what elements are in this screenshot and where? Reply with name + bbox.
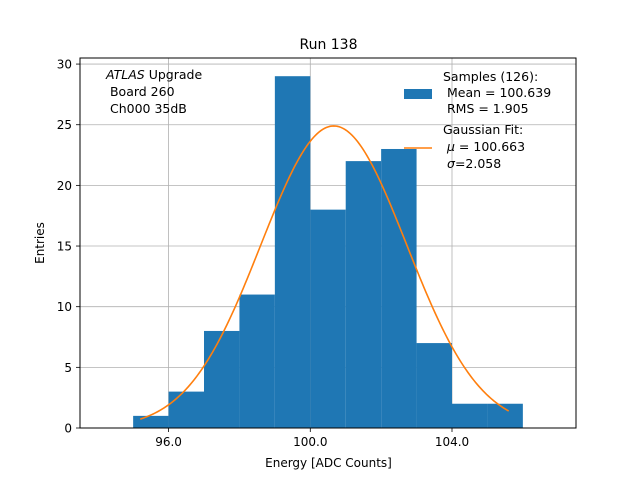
y-tick-label: 30 [57, 58, 72, 72]
histogram-bar [239, 294, 275, 428]
histogram-bar [133, 415, 169, 428]
histogram-bar [168, 391, 204, 428]
legend-fit-sigma: σ=2.058 [447, 156, 501, 171]
legend-mu-value: = 100.663 [455, 139, 525, 154]
x-axis-ticks: 96.0 100.0 104.0 [155, 428, 469, 449]
y-tick-label: 10 [57, 300, 72, 314]
annotation-atlas: ATLAS [105, 67, 145, 82]
y-axis-label: Entries [33, 222, 47, 264]
legend-fit-mu: μ = 100.663 [446, 139, 525, 154]
annotation-line-3: Ch000 35dB [106, 101, 187, 116]
histogram-bar [487, 403, 523, 428]
gaussian-fit-curve [139, 125, 510, 420]
x-tick-label: 100.0 [293, 435, 327, 449]
legend: Samples (126): Mean = 100.639 RMS = 1.90… [404, 69, 551, 171]
atlas-annotation: ATLAS Upgrade Board 260 Ch000 35dB [105, 67, 202, 116]
legend-sigma-value: =2.058 [455, 156, 501, 171]
histogram-bar [416, 343, 452, 428]
histogram-bar [345, 161, 382, 429]
x-tick-label: 96.0 [155, 435, 182, 449]
y-tick-label: 0 [64, 422, 72, 436]
histogram-bar [310, 209, 346, 428]
y-tick-label: 20 [57, 179, 72, 193]
x-axis-label: Energy [ADC Counts] [265, 456, 392, 470]
histogram-bar [452, 403, 488, 428]
legend-samples-swatch [404, 89, 432, 99]
histogram-bar [381, 148, 417, 428]
annotation-line-2: Board 260 [106, 84, 175, 99]
plot-frame [79, 57, 577, 429]
legend-fit-title: Gaussian Fit: [443, 122, 523, 137]
y-tick-label: 5 [64, 361, 72, 375]
annotation-line-1: ATLAS Upgrade [105, 67, 202, 82]
legend-samples-title: Samples (126): [443, 69, 538, 84]
histogram-bar [274, 76, 311, 429]
histogram-bars [133, 76, 523, 429]
legend-mu-symbol: μ [446, 139, 455, 154]
legend-samples-mean: Mean = 100.639 [443, 85, 551, 100]
chart-title: Run 138 [299, 37, 357, 53]
x-tick-label: 104.0 [435, 435, 469, 449]
annotation-upgrade: Upgrade [145, 67, 203, 82]
y-tick-label: 15 [57, 240, 72, 254]
legend-samples-rms: RMS = 1.905 [443, 101, 529, 116]
histogram-bar [204, 330, 240, 428]
legend-sigma-symbol: σ [447, 156, 456, 171]
y-tick-label: 25 [57, 118, 72, 132]
y-axis-ticks: 0 5 10 15 20 25 30 [57, 58, 80, 436]
